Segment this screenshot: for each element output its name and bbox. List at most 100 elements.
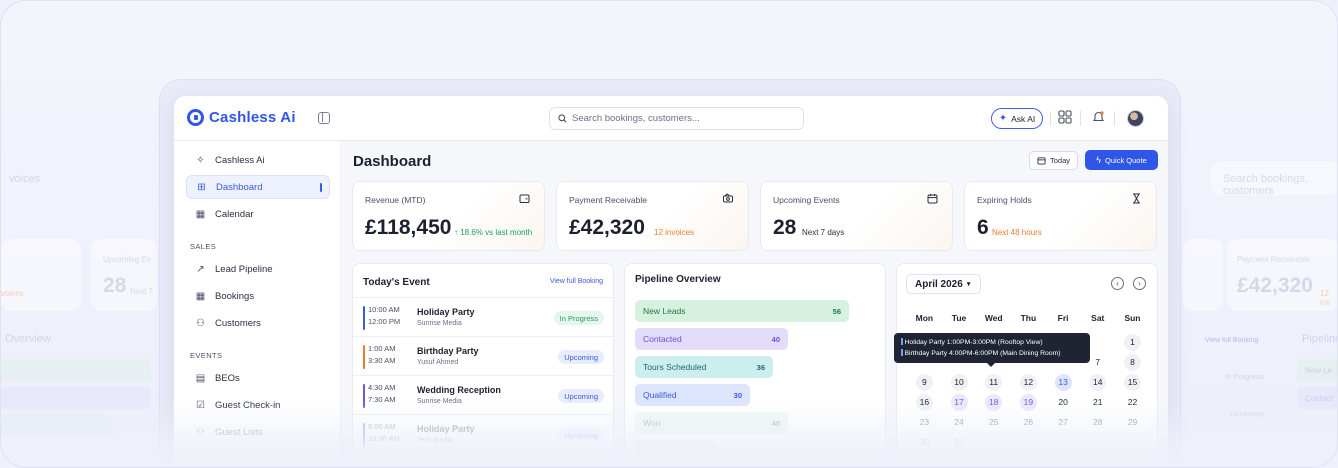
pipeline-stage-qualified[interactable]: Qualified 30: [635, 384, 750, 406]
calendar-day[interactable]: 25: [988, 417, 999, 427]
stat-card-upcoming-events[interactable]: Upcoming Events 28 Next 7 days: [760, 181, 953, 251]
sidebar-item-guest-check-in[interactable]: ☑ Guest Check-in: [186, 393, 330, 417]
pipeline-stage-partial: [635, 440, 715, 462]
calendar-day[interactable]: 21: [1093, 397, 1103, 407]
top-bar: Cashless Ai ✦ Ask AI: [174, 96, 1168, 141]
search-bar[interactable]: [549, 107, 804, 130]
stat-label: Expiring Holds: [977, 195, 1032, 205]
sidebar-item-beos[interactable]: ▤ BEOs: [186, 366, 330, 390]
calendar-day[interactable]: 30: [919, 437, 930, 447]
ghost-left-sub: Next 7: [130, 287, 154, 296]
sidebar-item-label: Dashboard: [216, 181, 263, 193]
sidebar-toggle-icon[interactable]: [318, 112, 330, 124]
search-input[interactable]: [572, 113, 792, 124]
sidebar-item-lead-pipeline[interactable]: ↗ Lead Pipeline: [186, 257, 330, 281]
tooltip-line: Birthday Party 4:00PM-6:00PM (Main Dinin…: [901, 348, 1083, 359]
calendar-day[interactable]: 24: [954, 417, 964, 427]
active-marker: [320, 183, 322, 192]
event-row[interactable]: 8:00 AM 10:30 AM Holiday Party Tech Medi…: [363, 421, 604, 455]
sidebar-item-label: Calendar: [215, 208, 254, 220]
bell-icon[interactable]: [1092, 110, 1105, 126]
calendar-day[interactable]: 11: [976, 373, 1011, 391]
event-row[interactable]: 10:00 AM 12:00 PM Holiday Party Sunrise …: [363, 304, 604, 338]
calendar-day[interactable]: 9: [907, 373, 942, 391]
event-host: Tech Media: [417, 437, 453, 444]
calendar-day[interactable]: 10: [942, 373, 977, 391]
sidebar-item-label: Guest Lists: [215, 426, 263, 438]
calendar-day[interactable]: 22: [1127, 397, 1138, 407]
users-icon: ⚇: [196, 317, 205, 329]
calendar-day[interactable]: 29: [1127, 417, 1138, 427]
brand-logo[interactable]: Cashless Ai: [187, 109, 296, 126]
today-button[interactable]: Today: [1029, 151, 1078, 170]
calendar-day[interactable]: 16: [907, 393, 942, 411]
calendar-day[interactable]: 27: [1058, 417, 1068, 427]
calendar-day[interactable]: 13: [1046, 373, 1081, 391]
quick-quote-button[interactable]: ϟ Quick Quote: [1085, 150, 1158, 170]
event-row[interactable]: 4:30 AM 7:30 AM Wedding Reception Sunris…: [363, 382, 604, 416]
pipeline-stage-new-leads[interactable]: New Leads 56: [635, 300, 849, 322]
pipeline-stage-contacted[interactable]: Contacted 40: [635, 328, 788, 350]
calendar-day[interactable]: 23: [919, 417, 930, 427]
pipeline-stage-tours-scheduled[interactable]: Tours Scheduled 36: [635, 356, 773, 378]
stat-sub: ↑ 18.6% vs last month: [454, 228, 533, 237]
ghost-right-sub: 12 inv: [1320, 289, 1331, 307]
tooltip-line: Holiday Party 1:00PM-3:00PM (Rooftop Vie…: [901, 337, 1083, 348]
month-selector[interactable]: April 2026 ▾: [906, 274, 981, 294]
stat-sub: Next 48 hours: [992, 228, 1042, 237]
calendar-day[interactable]: 26: [1023, 417, 1034, 427]
sidebar-item-customers[interactable]: ⚇ Customers: [186, 311, 330, 335]
calendar-day[interactable]: 1: [1115, 333, 1150, 351]
status-badge: Upcoming: [558, 389, 604, 403]
calendar-day[interactable]: 14: [1080, 373, 1115, 391]
stat-card-revenue[interactable]: Revenue (MTD) £118,450 ↑ 18.6% vs last m…: [352, 181, 545, 251]
calendar-day[interactable]: 7: [1095, 357, 1101, 367]
event-name: Holiday Party: [417, 424, 475, 434]
calendar-day[interactable]: 19: [1011, 393, 1046, 411]
sidebar-item-dashboard[interactable]: ⊞ Dashboard: [186, 175, 330, 199]
stat-value: £118,450: [365, 216, 452, 239]
ghost-right-stage-2: Contact: [1305, 394, 1333, 403]
next-month-icon[interactable]: ›: [1133, 277, 1146, 290]
calendar-day[interactable]: 8: [1115, 353, 1150, 371]
view-full-booking-link[interactable]: View full Booking: [549, 278, 603, 285]
weekday-label: Sun: [1124, 313, 1141, 323]
sidebar: ✧ Cashless Ai ⊞ Dashboard ▦ Calendar SAL…: [174, 141, 341, 467]
calendar-day[interactable]: 18: [976, 393, 1011, 411]
ghost-left-label: Upcoming Ev: [103, 255, 151, 264]
event-start: 4:30 AM: [368, 383, 396, 392]
event-color-bar: [363, 345, 365, 369]
stage-count: 36: [756, 362, 765, 372]
trend-icon: ↗: [196, 263, 205, 275]
sidebar-item-guest-lists[interactable]: ⚇ Guest Lists: [186, 420, 330, 444]
prev-month-icon[interactable]: ‹: [1111, 277, 1124, 290]
sidebar-item-calendar[interactable]: ▦ Calendar: [186, 202, 330, 226]
apps-grid-icon[interactable]: [1058, 110, 1072, 126]
calendar-day[interactable]: 15: [1115, 373, 1150, 391]
weekday-label: Mon: [915, 313, 934, 323]
sidebar-item-label: Customers: [215, 317, 261, 329]
event-color-bar: [363, 306, 365, 330]
stat-card-payment-receivable[interactable]: Payment Receivable £42,320 12 invoices: [556, 181, 749, 251]
calendar-day[interactable]: 31: [954, 437, 964, 447]
ask-ai-button[interactable]: ✦ Ask AI: [991, 108, 1043, 129]
calendar-day[interactable]: 17: [942, 393, 977, 411]
event-row[interactable]: 1:00 AM 3:30 AM Birthday Party Yusuf Ahm…: [363, 343, 604, 377]
sidebar-item-cashless-ai[interactable]: ✧ Cashless Ai: [186, 148, 330, 172]
calendar-day[interactable]: 28: [1093, 417, 1103, 427]
event-end: 3:30 AM: [368, 356, 396, 365]
stage-label: Won: [643, 418, 661, 428]
weekday-label: Tue: [951, 313, 967, 323]
row-divider: [353, 336, 613, 337]
pipeline-stage-won[interactable]: Won 40: [635, 412, 788, 434]
calendar-day[interactable]: 12: [1011, 373, 1046, 391]
stat-card-expiring-holds[interactable]: Expiring Holds 6 Next 48 hours: [964, 181, 1157, 251]
sidebar-item-bookings[interactable]: ▦ Bookings: [186, 284, 330, 308]
user-avatar[interactable]: [1127, 110, 1144, 127]
ghost-search-right: [1211, 161, 1337, 195]
stage-label: Contacted: [643, 334, 682, 344]
sparkle-icon: ✧: [196, 154, 205, 166]
row-divider: [353, 297, 613, 298]
calendar-day[interactable]: 20: [1058, 397, 1068, 407]
topbar-divider: [1050, 111, 1051, 126]
